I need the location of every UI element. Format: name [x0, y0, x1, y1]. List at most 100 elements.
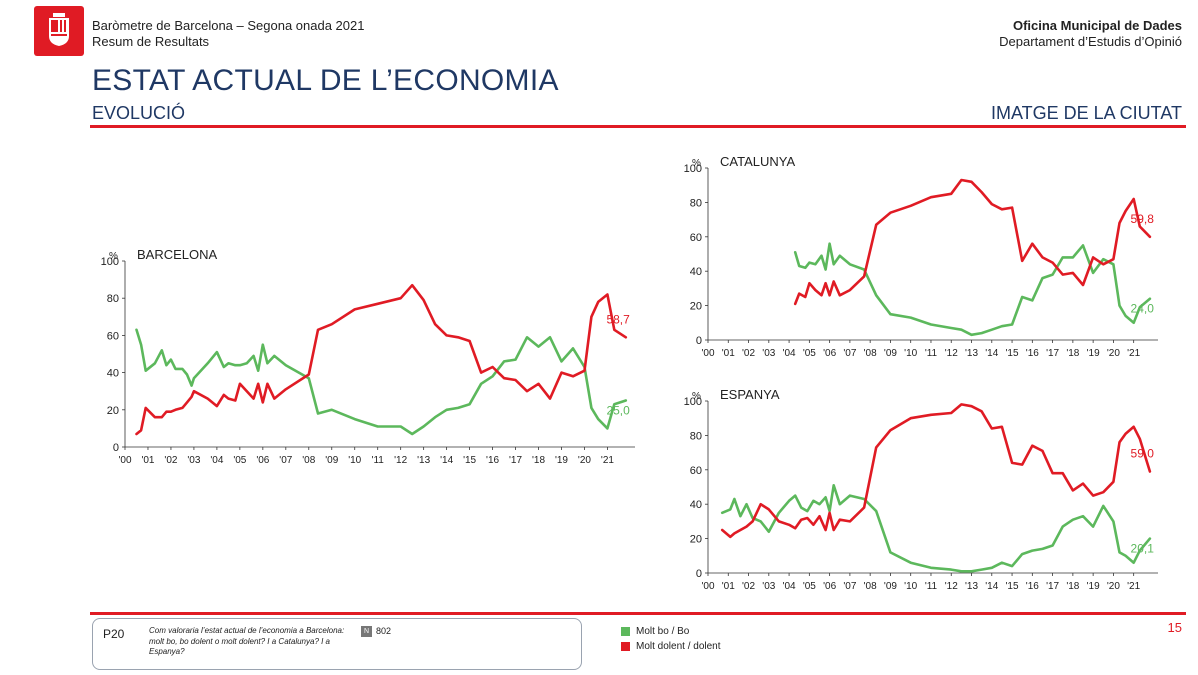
x-tick-label: '00 [701, 348, 714, 359]
section-subtitle: EVOLUCIÓ [92, 103, 186, 123]
x-tick-label: '03 [187, 455, 200, 466]
x-tick-label: '08 [302, 455, 315, 466]
report-subtitle: Resum de Resultats [92, 34, 210, 49]
sample-size-icon: N [361, 626, 372, 637]
y-tick-label: 80 [690, 430, 702, 442]
x-tick-label: '15 [1006, 348, 1019, 359]
organization-header: Oficina Municipal de Dades Departament d… [999, 18, 1182, 50]
x-tick-label: '13 [965, 348, 978, 359]
y-axis-unit: % [692, 158, 701, 169]
catalunya-chart: 0 20 40 60 80 100 '00 '01 '02 '03 '04 '05 '06 '07 '08 '… [684, 154, 1158, 359]
y-tick-label: 40 [690, 499, 702, 511]
x-tick-label: '07 [843, 581, 856, 592]
question-text: Com valoraria l’estat actual de l’econom… [149, 626, 345, 656]
x-tick-label: '14 [985, 581, 998, 592]
x-tick-label: '13 [965, 581, 978, 592]
x-tick-label: '04 [783, 348, 796, 359]
x-tick-label: '01 [141, 455, 154, 466]
x-tick-label: '06 [256, 455, 269, 466]
x-tick-label: '18 [1066, 348, 1079, 359]
x-tick-label: '20 [1107, 348, 1120, 359]
x-tick-label: '15 [1006, 581, 1019, 592]
x-tick-label: '02 [742, 348, 755, 359]
x-tick-label: '09 [884, 581, 897, 592]
x-tick-label: '12 [945, 348, 958, 359]
y-tick-label: 80 [690, 197, 702, 209]
footer-divider [90, 612, 1186, 615]
y-tick-label: 0 [696, 335, 702, 347]
barcelona-chart: 0 20 40 60 80 100 '00 '01 '02 '03 '04 '05 '06 '07 '08 '… [101, 247, 635, 466]
legend-label-good: Molt bo / Bo [636, 626, 690, 637]
x-tick-label: '07 [279, 455, 292, 466]
y-axis-unit: % [692, 391, 701, 402]
x-tick-label: '01 [722, 348, 735, 359]
x-tick-label: '14 [440, 455, 453, 466]
x-tick-label: '10 [904, 348, 917, 359]
y-tick-label: 100 [684, 396, 702, 408]
y-tick-label: 0 [696, 568, 702, 580]
chart-title: CATALUNYA [720, 154, 795, 169]
end-value-bad: 59,0 [1131, 447, 1155, 461]
x-tick-label: '00 [118, 455, 131, 466]
header-divider [90, 125, 1186, 128]
end-value-good: 24,0 [1131, 302, 1155, 316]
x-tick-label: '17 [509, 455, 522, 466]
x-tick-label: '15 [463, 455, 476, 466]
y-tick-label: 100 [101, 256, 119, 268]
legend-item-good: Molt bo / Bo [621, 624, 721, 639]
x-tick-label: '10 [904, 581, 917, 592]
legend: Molt bo / Bo Molt dolent / dolent [621, 624, 721, 654]
x-tick-label: '05 [233, 455, 246, 466]
y-tick-label: 20 [690, 534, 702, 546]
legend-label-bad: Molt dolent / dolent [636, 641, 721, 652]
org-name: Oficina Municipal de Dades [1012, 18, 1182, 33]
end-value-good: 25,0 [606, 404, 630, 418]
report-title: Baròmetre de Barcelona – Segona onada 20… [92, 18, 365, 33]
x-tick-label: '02 [164, 455, 177, 466]
x-tick-label: '11 [925, 581, 938, 592]
end-value-bad: 58,7 [606, 312, 630, 326]
espanya-chart: 0 20 40 60 80 100 '00 '01 '02 '03 '04 '05 '06 '07 '08 '… [684, 387, 1158, 592]
y-tick-label: 40 [107, 368, 119, 380]
x-tick-label: '16 [1026, 581, 1039, 592]
question-id: P20 [103, 627, 125, 641]
x-tick-label: '17 [1046, 581, 1059, 592]
x-tick-label: '10 [348, 455, 361, 466]
y-tick-label: 20 [690, 301, 702, 313]
sample-size: 802 [376, 626, 392, 636]
x-tick-label: '14 [985, 348, 998, 359]
legend-swatch-good [621, 627, 630, 636]
y-tick-label: 0 [113, 442, 119, 454]
chart-title: ESPANYA [720, 387, 780, 402]
x-tick-label: '06 [823, 348, 836, 359]
x-tick-label: '21 [1127, 581, 1140, 592]
series-line-good [135, 328, 628, 436]
series-line-bad [720, 403, 1152, 539]
page-title: ESTAT ACTUAL DE L’ECONOMIA [92, 64, 559, 97]
x-tick-label: '09 [325, 455, 338, 466]
x-tick-label: '18 [532, 455, 545, 466]
y-tick-label: 20 [107, 405, 119, 417]
x-tick-label: '20 [1107, 581, 1120, 592]
series-line-good [793, 242, 1152, 337]
x-tick-label: '21 [1127, 348, 1140, 359]
x-tick-label: '08 [864, 581, 877, 592]
x-tick-label: '05 [803, 581, 816, 592]
x-tick-label: '04 [210, 455, 223, 466]
question-box: P20 Com valoraria l’estat actual de l’ec… [92, 618, 582, 670]
y-axis-unit: % [109, 251, 118, 262]
x-tick-label: '16 [486, 455, 499, 466]
dept-name: Departament d’Estudis d’Opinió [999, 34, 1182, 49]
end-value-good: 20,1 [1131, 542, 1155, 556]
legend-swatch-bad [621, 642, 630, 651]
x-tick-label: '00 [701, 581, 714, 592]
city-shield-icon [49, 13, 69, 46]
x-tick-label: '21 [601, 455, 614, 466]
report-header: Baròmetre de Barcelona – Segona onada 20… [92, 18, 364, 50]
x-tick-label: '13 [417, 455, 430, 466]
x-tick-label: '02 [742, 581, 755, 592]
x-tick-label: '05 [803, 348, 816, 359]
y-tick-label: 60 [107, 330, 119, 342]
x-tick-label: '19 [1087, 348, 1100, 359]
x-tick-label: '04 [783, 581, 796, 592]
